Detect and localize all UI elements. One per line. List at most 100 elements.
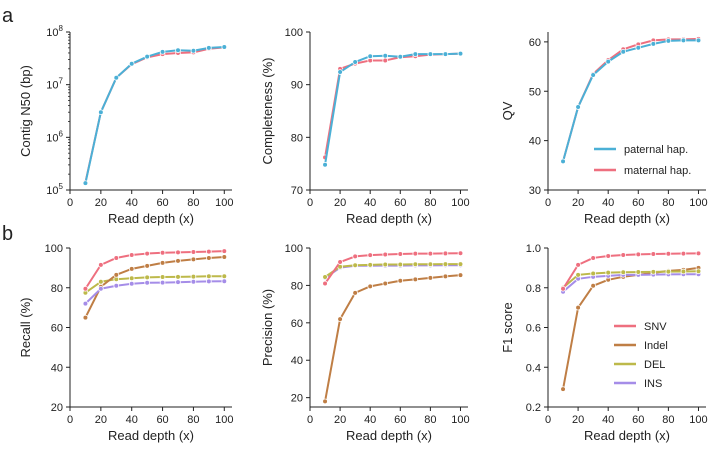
data-point (442, 273, 449, 280)
data-point (457, 261, 464, 267)
data-point (665, 38, 672, 44)
data-point (322, 280, 328, 287)
data-point (412, 250, 419, 257)
data-point (382, 52, 389, 59)
x-tick-label: 60 (632, 197, 644, 209)
data-point (635, 44, 642, 51)
series-line (324, 52, 461, 165)
x-tick-label: 100 (215, 197, 233, 209)
x-tick-label: 20 (95, 197, 107, 209)
data-point (560, 386, 566, 392)
series-line (562, 273, 699, 293)
y-tick-label: 80 (291, 280, 303, 292)
data-point (575, 104, 581, 110)
data-point (412, 261, 419, 268)
y-tick-label: 80 (291, 132, 303, 144)
x-tick-label: 100 (451, 197, 469, 209)
data-point (442, 51, 449, 57)
x-tick-label: 0 (545, 197, 551, 209)
data-point (175, 279, 181, 285)
data-point (665, 250, 672, 257)
x-tick-label: 80 (187, 414, 199, 426)
series-indel (322, 272, 464, 405)
data-point (427, 261, 434, 268)
data-point (206, 278, 212, 285)
data-point (457, 272, 464, 278)
data-point (221, 273, 228, 280)
legend-label: Indel (644, 340, 668, 352)
x-tick-label: 20 (334, 197, 346, 209)
y-tick-label: 0.4 (526, 362, 541, 374)
x-tick-label: 100 (451, 414, 469, 426)
data-point (98, 109, 104, 116)
data-point (605, 269, 611, 276)
series-ins (82, 278, 228, 307)
x-tick-label: 20 (572, 414, 584, 426)
data-point (128, 60, 135, 67)
data-point (175, 249, 181, 256)
y-tick-label: 100 (285, 27, 303, 39)
x-tick-label: 0 (307, 414, 313, 426)
x-tick-label: 40 (126, 414, 138, 426)
data-point (159, 249, 166, 256)
x-tick-label: 80 (662, 197, 674, 209)
data-point (128, 266, 135, 272)
data-point (575, 304, 581, 311)
data-point (397, 261, 404, 268)
data-point (412, 276, 419, 283)
data-point (144, 53, 150, 60)
series-line (84, 255, 225, 319)
y-tick-label: 1.0 (526, 243, 541, 255)
data-point (635, 269, 642, 275)
data-point (221, 254, 228, 260)
data-point (367, 53, 373, 60)
series-maternal-hap- (322, 50, 464, 161)
data-point (695, 268, 702, 275)
x-tick-label: 20 (572, 197, 584, 209)
chart-precision: 0 20 40 60 80 100 20 40 60 80 100 Read depth (x) Pre… (260, 243, 470, 443)
series-indel (82, 254, 228, 321)
data-point (159, 279, 166, 286)
y-tick-label: 20 (291, 393, 303, 405)
y-tick-label-exponent: 7 (59, 77, 64, 86)
y-tick-label: 90 (291, 80, 303, 92)
y-axis-title: Precision (%) (260, 289, 275, 366)
data-point (382, 261, 389, 268)
data-point (442, 261, 449, 267)
data-point (367, 252, 373, 258)
chart-recall: 0 20 40 60 80 100 20 40 60 80 100 Read depth (x) Rec… (18, 243, 233, 443)
data-point (367, 283, 373, 290)
data-point (680, 37, 687, 44)
legend: SNV Indel DEL INS (614, 321, 668, 390)
data-point (322, 161, 328, 168)
x-tick-label: 40 (602, 414, 614, 426)
data-point (337, 69, 343, 75)
series-line (562, 266, 699, 390)
series-snv (560, 250, 702, 292)
data-point (190, 273, 197, 280)
chart-f1_score: 0 20 40 60 80 100 0.2 0.4 0.6 0.8 1.0 Read depth (x… (500, 243, 708, 443)
x-tick-label: 40 (364, 414, 376, 426)
y-tick-label: 60 (291, 318, 303, 330)
data-point (144, 263, 150, 269)
series-line (84, 45, 225, 184)
data-point (382, 280, 389, 287)
y-tick-label: 105 (46, 182, 63, 197)
series-snv (82, 248, 228, 292)
y-tick-label: 30 (529, 185, 541, 197)
x-tick-label: 40 (364, 197, 376, 209)
x-tick-label: 60 (394, 197, 406, 209)
data-point (82, 285, 89, 292)
data-point (605, 253, 611, 259)
y-tick-label: 70 (291, 185, 303, 197)
data-point (128, 275, 135, 282)
legend-label: SNV (644, 321, 667, 333)
x-tick-label: 80 (187, 197, 199, 209)
y-tick-label-exponent: 6 (59, 129, 64, 138)
x-tick-label: 80 (424, 197, 436, 209)
data-point (352, 59, 358, 65)
x-tick-label: 60 (156, 197, 168, 209)
legend-label: paternal hap. (624, 144, 688, 156)
series-line (562, 39, 699, 162)
